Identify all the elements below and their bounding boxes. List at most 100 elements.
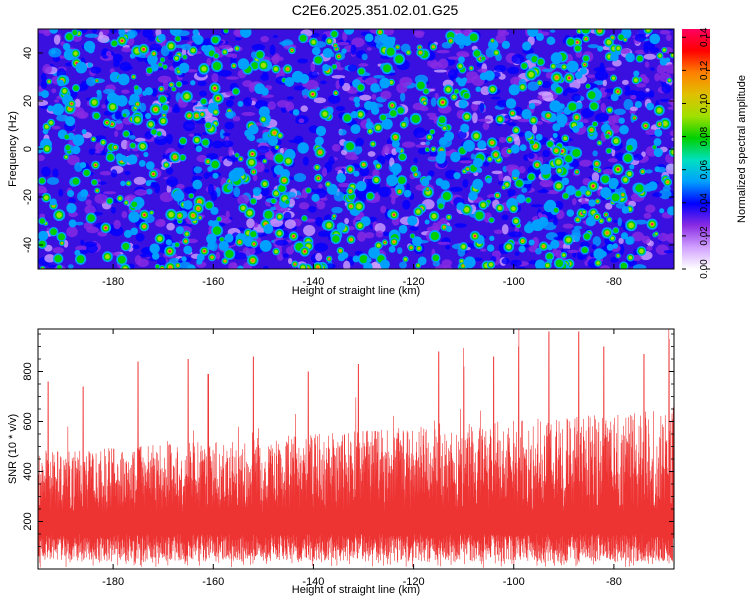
- heatmap-blob-core: [211, 160, 219, 169]
- heatmap-speck: [155, 222, 166, 227]
- heatmap-speck: [482, 122, 490, 131]
- heatmap-blob: [535, 33, 544, 42]
- heatmap-speck: [225, 99, 234, 107]
- heatmap-blob-core: [219, 237, 224, 242]
- heatmap-blob: [531, 219, 543, 232]
- heatmap-blob: [128, 211, 140, 223]
- heatmap-blob: [314, 136, 324, 146]
- heatmap-speck: [564, 87, 579, 93]
- heatmap-blob-core: [616, 90, 619, 93]
- heatmap-speck: [358, 63, 369, 67]
- heatmap-blob-core: [326, 182, 330, 186]
- heatmap-speck: [552, 217, 558, 226]
- heatmap-blob-core: [618, 34, 624, 40]
- heatmap-speck: [544, 97, 555, 102]
- heatmap-speck: [63, 239, 69, 248]
- heatmap-blob: [128, 99, 135, 106]
- heatmap-speck: [399, 92, 406, 102]
- heatmap-speck: [367, 151, 376, 157]
- heatmap-speck: [532, 124, 538, 134]
- heatmap-blob-core: [111, 40, 118, 47]
- heatmap-speck: [537, 91, 552, 96]
- heatmap-blob: [528, 102, 536, 110]
- figure-title: C2E6.2025.351.02.01.G25: [291, 2, 459, 18]
- heatmap-blob: [147, 56, 157, 66]
- heatmap-blob-core: [120, 39, 124, 42]
- heatmap-speck: [380, 90, 392, 100]
- heatmap-blob: [57, 79, 65, 87]
- heatmap-speck: [434, 92, 439, 100]
- heatmap-blob: [192, 179, 203, 190]
- heatmap-speck: [419, 106, 429, 112]
- heatmap-blob: [659, 208, 665, 214]
- heatmap-blob: [297, 142, 309, 154]
- heatmap-blob-core: [334, 92, 337, 94]
- heatmap-blob-core: [212, 61, 222, 71]
- heatmap-speck: [542, 68, 553, 73]
- heatmap-speck: [654, 72, 660, 82]
- heatmap-speck: [112, 53, 123, 63]
- heatmap-blob-core: [383, 64, 392, 73]
- heatmap-blob-core: [430, 129, 435, 134]
- heatmap-blob: [224, 233, 234, 243]
- heatmap-blob-core: [481, 56, 486, 61]
- heatmap-blob: [527, 29, 539, 38]
- heatmap-blob-core: [562, 65, 566, 69]
- heatmap-blob-core: [256, 51, 264, 59]
- heatmap-speck: [631, 231, 645, 242]
- heatmap-speck: [599, 62, 605, 72]
- heatmap-blob-core: [211, 36, 219, 44]
- heatmap-speck: [671, 137, 674, 142]
- heatmap-blob-core: [194, 137, 199, 143]
- heatmap-speck: [222, 132, 231, 137]
- heatmap-speck: [479, 102, 485, 113]
- heatmap-speck: [592, 236, 602, 247]
- heatmap-blob-core: [302, 216, 307, 221]
- heatmap-speck: [428, 116, 440, 121]
- heatmap-blob-core: [367, 192, 374, 200]
- x-tick-label: -140: [302, 276, 324, 288]
- heatmap-speck: [495, 33, 507, 44]
- heatmap-blob: [52, 103, 65, 116]
- heatmap-blob: [127, 154, 138, 165]
- heatmap-blob-core: [176, 264, 179, 267]
- heatmap-blob: [169, 29, 182, 37]
- heatmap-speck: [233, 29, 241, 36]
- heatmap-speck: [366, 47, 372, 51]
- heatmap-blob-core: [458, 64, 463, 68]
- heatmap-speck: [129, 195, 134, 201]
- heatmap-blob-core: [178, 214, 182, 218]
- heatmap-speck: [215, 251, 221, 260]
- heatmap-blob-core: [533, 144, 538, 148]
- heatmap-speck: [86, 243, 98, 254]
- heatmap-blob-core: [404, 257, 407, 261]
- heatmap-blob: [522, 41, 532, 51]
- heatmap-blob-core: [56, 212, 62, 218]
- heatmap-speck: [293, 173, 307, 183]
- heatmap-speck: [619, 244, 625, 255]
- heatmap-blob-core: [358, 68, 365, 75]
- heatmap-speck: [166, 176, 179, 187]
- heatmap-speck: [364, 232, 375, 239]
- heatmap-blob-core: [551, 64, 555, 68]
- heatmap-blob-core: [488, 157, 492, 161]
- heatmap-blob: [87, 62, 93, 68]
- heatmap-speck: [567, 249, 579, 254]
- heatmap-blob-core: [233, 88, 239, 95]
- heatmap-speck: [80, 239, 85, 246]
- heatmap-blob-core: [140, 143, 146, 149]
- heatmap-speck: [355, 137, 364, 147]
- heatmap-blob-core: [322, 111, 328, 117]
- heatmap-speck: [40, 188, 48, 193]
- heatmap-speck: [427, 170, 435, 177]
- heatmap-blob-core: [447, 215, 451, 219]
- heatmap-blob-core: [417, 247, 420, 250]
- heatmap-speck: [235, 37, 242, 41]
- heatmap-speck: [650, 67, 655, 72]
- heatmap-blob-core: [277, 231, 282, 236]
- heatmap-blob: [403, 189, 412, 198]
- heatmap-blob-core: [146, 67, 153, 73]
- heatmap-speck: [276, 253, 284, 261]
- heatmap-blob-core: [205, 201, 213, 209]
- heatmap-speck: [580, 108, 595, 119]
